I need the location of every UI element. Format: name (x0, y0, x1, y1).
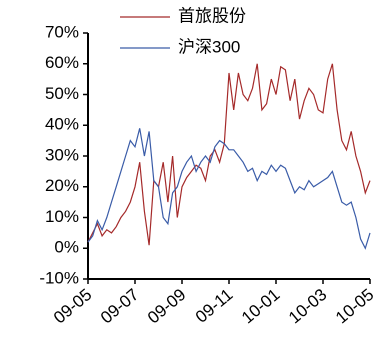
x-tick-label: 09-05 (50, 285, 96, 328)
y-tick-label: 0% (54, 238, 79, 257)
x-tick-label: 10-01 (238, 285, 284, 328)
legend-label: 首旅股份 (178, 6, 246, 25)
y-tick-label: 20% (45, 176, 79, 195)
y-tick-label: 40% (45, 115, 79, 134)
y-tick-label: 30% (45, 145, 79, 164)
legend-label: 沪深300 (178, 37, 240, 56)
series-line (87, 128, 371, 250)
x-tick-label: 10-05 (332, 285, 378, 328)
y-tick-label: 60% (45, 53, 79, 72)
y-tick-label: 50% (45, 84, 79, 103)
series-line (87, 63, 371, 246)
y-tick-label: 10% (45, 207, 79, 226)
legend-bg (118, 6, 253, 28)
y-tick-label: -10% (39, 268, 79, 287)
y-tick-label: 70% (45, 22, 79, 41)
legend-bg (118, 37, 253, 59)
x-tick-label: 10-03 (285, 285, 331, 328)
x-tick-label: 09-07 (97, 285, 143, 328)
x-tick-label: 09-09 (144, 285, 190, 328)
x-tick-label: 09-11 (192, 285, 237, 327)
